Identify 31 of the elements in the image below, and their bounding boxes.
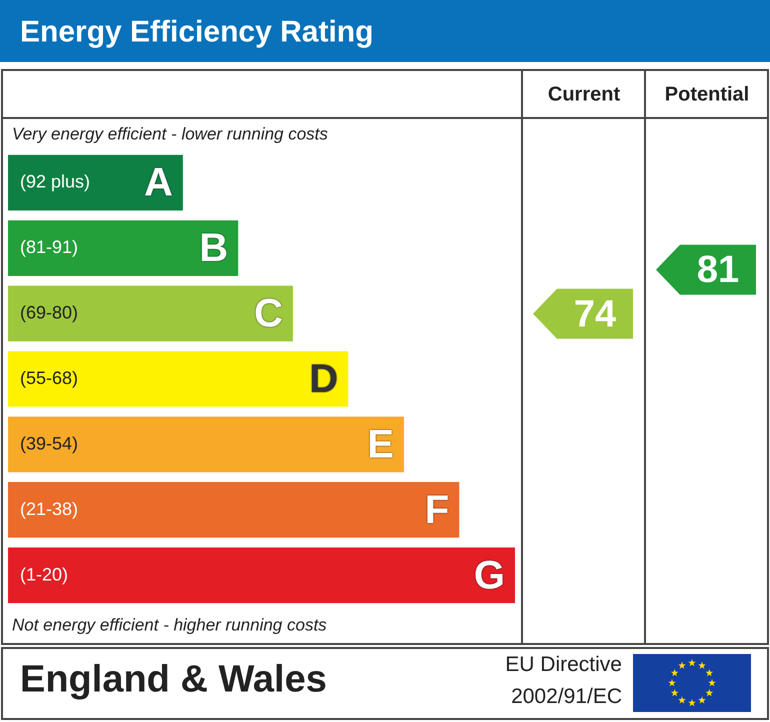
annotation: (69-80) xyxy=(20,302,78,323)
text: Not energy efficient - higher running costs xyxy=(12,616,328,635)
y-tick-label: E xyxy=(367,422,394,466)
y-tick-label: A xyxy=(144,160,173,205)
annotation: (1-20) xyxy=(20,564,68,584)
text: Potential xyxy=(664,84,750,106)
text: 81 xyxy=(696,249,740,292)
annotation: (39-54) xyxy=(20,433,78,454)
annotation: (81-91) xyxy=(20,237,78,258)
text: England & Wales xyxy=(20,658,327,700)
y-tick-label: D xyxy=(309,357,338,402)
annotation: (92 plus) xyxy=(20,172,90,192)
chart-title: Energy Efficiency Rating xyxy=(20,15,374,48)
bar xyxy=(8,482,460,538)
bar xyxy=(8,416,404,472)
annotation: (55-68) xyxy=(20,368,78,388)
y-tick-label: B xyxy=(199,226,228,270)
y-tick-label: G xyxy=(474,553,505,598)
y-tick-label: F xyxy=(424,488,450,532)
text: Very energy efficient - lower running costs xyxy=(12,124,328,144)
y-tick-label: C xyxy=(254,292,283,336)
text: 2002/91/EC xyxy=(511,684,622,708)
annotation: (21-38) xyxy=(20,498,78,519)
text: 74 xyxy=(574,293,616,336)
bar xyxy=(8,286,293,342)
bar xyxy=(8,547,515,604)
bar xyxy=(8,220,238,276)
text: EU Directive xyxy=(505,652,622,676)
text: Current xyxy=(548,84,620,106)
bar xyxy=(8,154,183,211)
bar xyxy=(8,351,348,407)
